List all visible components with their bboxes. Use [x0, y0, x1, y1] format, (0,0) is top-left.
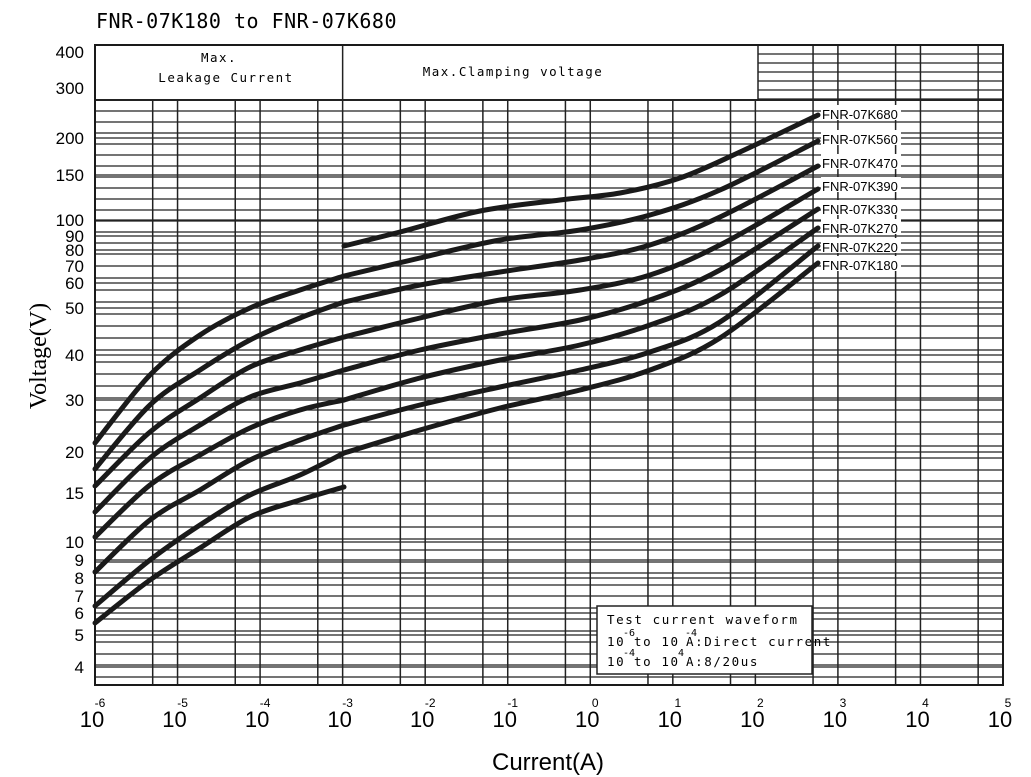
legend-label: FNR-07K560	[822, 132, 898, 147]
x-tick-exponent: 3	[840, 696, 847, 710]
y-tick-label: 15	[65, 484, 84, 503]
clamping-curve-FNR-07K560	[341, 138, 821, 279]
clamping-curve-FNR-07K330	[341, 206, 821, 373]
svg-text:A:Direct current: A:Direct current	[686, 634, 832, 649]
y-tick-label: 6	[75, 604, 84, 623]
x-tick-base: 10	[905, 707, 929, 732]
y-tick-label: 40	[65, 346, 84, 365]
y-tick-label: 4	[75, 658, 84, 677]
clamping-curve-FNR-07K220	[341, 243, 821, 428]
clamping-curve-FNR-07K270	[341, 225, 821, 403]
x-tick-base: 10	[740, 707, 764, 732]
x-tick-base: 10	[988, 707, 1012, 732]
svg-text:A:8/20us: A:8/20us	[686, 654, 759, 669]
x-tick-base: 10	[658, 707, 682, 732]
x-tick-exponent: -2	[425, 696, 436, 710]
x-tick-exponent: -1	[507, 696, 518, 710]
chart-title: FNR-07K180 to FNR-07K680	[96, 9, 397, 33]
leakage-curve-FNR-07K560	[92, 299, 347, 472]
grid	[94, 44, 1004, 686]
curves	[92, 112, 821, 626]
leakage-header-line2: Leakage Current	[158, 70, 293, 85]
leakage-header-line1: Max.	[201, 50, 237, 65]
x-tick-base: 10	[162, 707, 186, 732]
x-axis-ticks: 10-610-510-410-310-210-11001011021031041…	[80, 696, 1012, 732]
svg-text:-4: -4	[685, 628, 697, 639]
header-regions: Max. Leakage Current Max.Clamping voltag…	[158, 50, 604, 85]
leakage-curve-FNR-07K270	[92, 422, 347, 575]
y-tick-label: 10	[65, 533, 84, 552]
leakage-curve-FNR-07K220	[92, 450, 347, 609]
y-tick-label: 300	[56, 79, 84, 98]
legend-label: FNR-07K220	[822, 240, 898, 255]
clamping-header: Max.Clamping voltage	[423, 64, 604, 79]
note-line1: Test current waveform	[607, 612, 799, 627]
x-tick-exponent: 5	[1005, 696, 1012, 710]
leakage-curve-FNR-07K390	[92, 367, 347, 515]
y-tick-label: 9	[75, 551, 84, 570]
x-tick-base: 10	[327, 707, 351, 732]
leakage-curve-FNR-07K330	[92, 397, 347, 540]
y-tick-label: 70	[65, 257, 84, 276]
test-waveform-note: Test current waveform 10 -6 to 10 -4 A:D…	[596, 605, 832, 675]
x-axis-label: Current(A)	[492, 749, 604, 776]
y-tick-label: 150	[56, 166, 84, 185]
legend-label: FNR-07K390	[822, 179, 898, 194]
legend-label: FNR-07K270	[822, 221, 898, 236]
y-tick-label: 400	[56, 43, 84, 62]
y-tick-label: 5	[75, 626, 84, 645]
leakage-curve-FNR-07K180	[92, 484, 347, 626]
x-tick-exponent: 0	[592, 696, 599, 710]
x-tick-base: 10	[823, 707, 847, 732]
y-tick-label: 50	[65, 299, 84, 318]
x-tick-exponent: 1	[674, 696, 681, 710]
x-tick-base: 10	[492, 707, 516, 732]
x-tick-base: 10	[410, 707, 434, 732]
y-tick-label: 200	[56, 129, 84, 148]
x-tick-exponent: -4	[260, 696, 271, 710]
x-tick-exponent: -5	[177, 696, 188, 710]
x-tick-exponent: -6	[95, 696, 106, 710]
legend-label: FNR-07K180	[822, 258, 898, 273]
clamping-curve-FNR-07K180	[341, 260, 821, 456]
x-tick-exponent: 4	[922, 696, 929, 710]
y-tick-label: 7	[75, 587, 84, 606]
svg-text:4: 4	[678, 648, 684, 659]
clamping-curve-FNR-07K390	[341, 186, 821, 340]
legend-label: FNR-07K470	[822, 156, 898, 171]
svg-text:-4: -4	[623, 648, 635, 659]
x-tick-exponent: 2	[757, 696, 764, 710]
legend-label: FNR-07K680	[822, 107, 898, 122]
clamping-curve-FNR-07K680	[341, 112, 821, 249]
leakage-curve-FNR-07K680	[92, 273, 347, 446]
legend-label: FNR-07K330	[822, 202, 898, 217]
y-tick-label: 30	[65, 391, 84, 410]
svg-text:10: 10	[607, 654, 625, 669]
y-tick-label: 100	[56, 211, 84, 230]
x-tick-exponent: -3	[342, 696, 353, 710]
x-tick-base: 10	[80, 707, 104, 732]
y-tick-label: 20	[65, 443, 84, 462]
svg-text:to 10: to 10	[634, 654, 680, 669]
x-tick-base: 10	[575, 707, 599, 732]
y-tick-label: 8	[75, 569, 84, 588]
note-line2: 10 -6 to 10 -4 A:Direct current	[607, 628, 832, 649]
legend: FNR-07K680 FNR-07K560 FNR-07K470 FNR-07K390…	[821, 105, 901, 273]
y-tick-label: 60	[65, 274, 84, 293]
svg-text:-6: -6	[623, 628, 635, 639]
svg-text:to 10: to 10	[634, 634, 680, 649]
y-tick-label: 80	[65, 241, 84, 260]
y-axis-label: Voltage(V)	[26, 303, 52, 409]
svg-text:10: 10	[607, 634, 625, 649]
y-tick-label: 90	[65, 227, 84, 246]
leakage-curve-FNR-07K470	[92, 334, 347, 489]
note-line3: 10 -4 to 10 4 A:8/20us	[607, 648, 759, 669]
clamping-curve-FNR-07K470	[341, 163, 821, 305]
x-tick-base: 10	[245, 707, 269, 732]
